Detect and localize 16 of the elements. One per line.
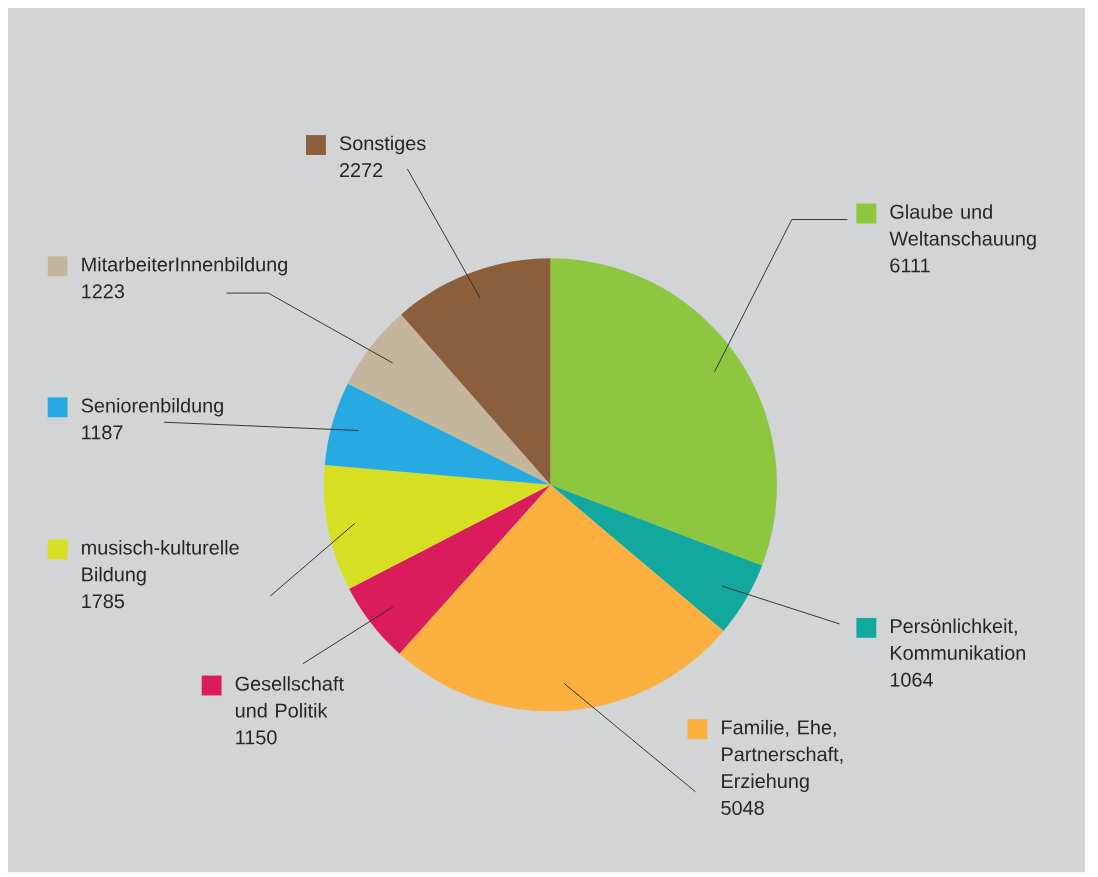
legend-label: Glaube und Weltanschauung [889, 204, 1036, 250]
data-label: 5048 [721, 800, 764, 815]
legend-label: MitarbeiterInnenbildung [82, 256, 288, 276]
legend-label: musisch-kulturelle Bildung [82, 539, 239, 586]
data-label: 2272 [339, 162, 383, 177]
data-label: 1187 [82, 425, 123, 440]
data-label: 1785 [82, 594, 125, 609]
data-label: 6111 [890, 258, 930, 273]
legend-label: Persönlichkeit, Kommunikation [891, 618, 1025, 660]
legend-label: Gesellschaft und Politik [235, 676, 344, 718]
legend-label: Seniorenbildung [81, 397, 223, 417]
legend-label: Familie, Ehe, Partnerschaft, Erziehung [722, 719, 843, 792]
legend-label: Sonstiges [339, 135, 426, 155]
data-label: 1064 [890, 672, 933, 687]
data-label: 1223 [82, 284, 124, 299]
data-label: 1150 [236, 730, 277, 745]
